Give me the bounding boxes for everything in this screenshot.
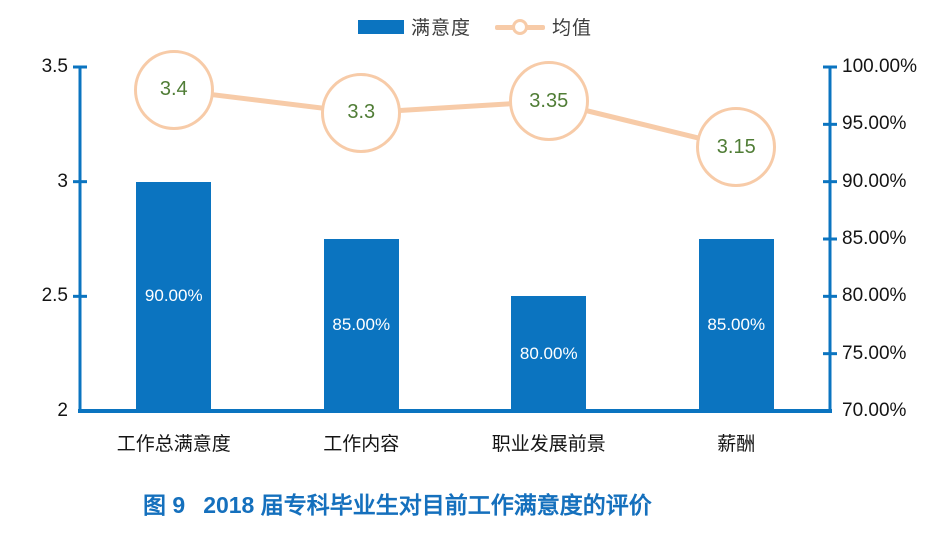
mean-value-label: 3.4 bbox=[159, 78, 188, 101]
bar-value-label: 85.00% bbox=[707, 315, 766, 334]
right-axis-tick-label: 100.00% bbox=[842, 56, 918, 77]
bar-value-label: 80.00% bbox=[519, 343, 578, 363]
right-axis-tick-label: 80.00% bbox=[842, 285, 907, 307]
chart-legend: 满意度 均值 bbox=[0, 13, 950, 40]
satisfaction-bar: 80.00% bbox=[511, 296, 587, 411]
bar-swatch-icon bbox=[357, 19, 404, 34]
category-label: 工作总满意度 bbox=[116, 434, 231, 455]
left-axis-tick-label: 3.5 bbox=[41, 56, 68, 77]
satisfaction-bar: 85.00% bbox=[323, 239, 399, 411]
figure-number: 图 9 bbox=[143, 492, 186, 518]
bar-value-label: 90.00% bbox=[144, 286, 203, 306]
right-axis-tick-label: 90.00% bbox=[842, 170, 907, 192]
right-axis-tick-label: 95.00% bbox=[842, 113, 907, 135]
figure-title: 2018 届专科毕业生对目前工作满意度的评价 bbox=[203, 492, 652, 518]
category-label: 职业发展前景 bbox=[491, 434, 606, 455]
legend-label-mean: 均值 bbox=[552, 18, 593, 39]
mean-value-label: 3.3 bbox=[347, 101, 376, 124]
right-axis-tick-label: 75.00% bbox=[842, 342, 907, 364]
mean-value-label: 3.35 bbox=[529, 89, 569, 112]
mean-point-circle: 3.35 bbox=[508, 61, 589, 142]
legend-item-satisfaction: 满意度 bbox=[357, 13, 471, 40]
satisfaction-bar: 85.00% bbox=[698, 239, 774, 411]
line-circle-marker-icon bbox=[495, 18, 545, 35]
mean-point-circle: 3.15 bbox=[696, 107, 777, 188]
category-label: 薪酬 bbox=[717, 434, 756, 455]
satisfaction-bar: 90.00% bbox=[136, 181, 212, 411]
mean-point-circle: 3.4 bbox=[133, 49, 214, 130]
right-axis-tick-label: 70.00% bbox=[842, 400, 907, 421]
mean-value-label: 3.15 bbox=[716, 135, 756, 158]
legend-label-satisfaction: 满意度 bbox=[410, 18, 471, 39]
category-label: 工作内容 bbox=[323, 434, 400, 455]
left-axis-tick-label: 2.5 bbox=[41, 285, 68, 307]
left-axis-tick-label: 2 bbox=[57, 400, 68, 421]
mean-point-circle: 3.3 bbox=[321, 72, 402, 153]
right-axis-tick-label: 85.00% bbox=[842, 228, 907, 249]
left-axis-tick-label: 3 bbox=[57, 170, 68, 192]
figure-caption: 图 9 2018 届专科毕业生对目前工作满意度的评价 bbox=[143, 486, 652, 520]
legend-item-mean: 均值 bbox=[495, 13, 592, 40]
bar-value-label: 85.00% bbox=[332, 315, 391, 334]
